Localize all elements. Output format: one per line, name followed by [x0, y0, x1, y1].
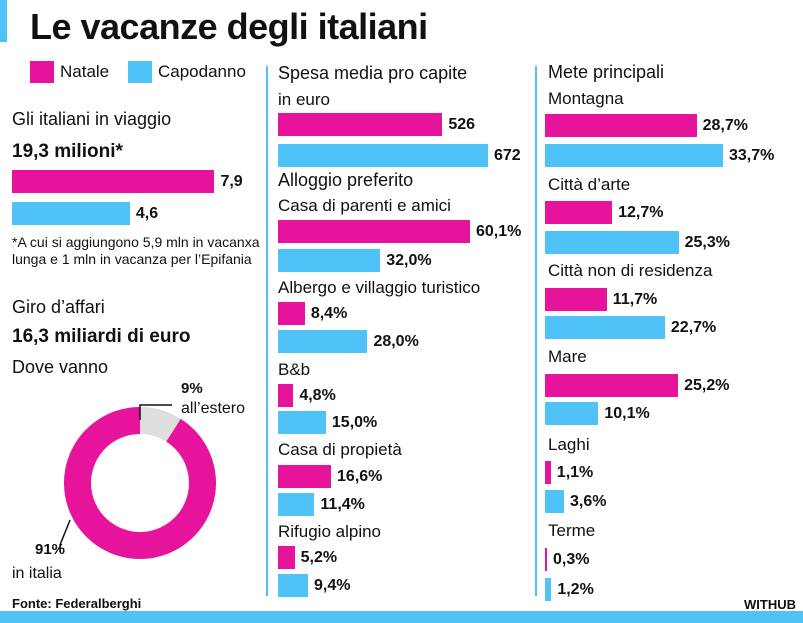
donut-callout-estero	[139, 404, 172, 420]
bottom-accent-bar	[0, 611, 803, 623]
mete-0-natale-value: 28,7%	[702, 117, 748, 134]
travel-natale-bar	[12, 170, 215, 193]
brand-logo: WITHUB	[744, 597, 796, 612]
mete-4-capodanno-bar	[545, 490, 564, 513]
mete-0-capodanno-bar	[545, 144, 723, 167]
alloggio-2-capodanno-bar	[278, 411, 326, 434]
mete-cat-5: Terme	[548, 521, 596, 540]
donut-estero-pct: 9%	[181, 380, 203, 397]
alloggio-4-natale-bar	[278, 546, 295, 569]
travel-natale-value: 7,9	[220, 173, 243, 190]
mete-title: Mete principali	[548, 62, 665, 82]
alloggio-2-natale-value: 4,8%	[299, 387, 336, 404]
travel-footnote: *A cui si aggiungono 5,9 mln in vacanxa …	[12, 234, 260, 267]
donut-chart	[59, 404, 216, 559]
alloggio-0-natale-bar	[278, 220, 470, 243]
mete-4-natale-bar	[545, 461, 551, 484]
spending-bar-chart: 526 672	[278, 113, 533, 168]
page-title: Le vacanze degli italiani	[30, 6, 428, 47]
mete-3-capodanno-bar	[545, 402, 599, 425]
travel-total: 19,3 milioni*	[12, 141, 123, 162]
spending-capodanno-value: 672	[494, 147, 521, 164]
alloggio-cat-0: Casa di parenti e amici	[278, 196, 451, 215]
legend-natale-swatch	[30, 61, 54, 83]
alloggio-0-capodanno-bar	[278, 249, 381, 272]
spending-capodanno-bar	[278, 144, 488, 167]
alloggio-0-capodanno-value: 32,0%	[386, 252, 432, 269]
alloggio-1-natale-bar	[278, 302, 305, 325]
mete-0-capodanno-value: 33,7%	[729, 147, 775, 164]
mete-5-natale-value: 0,3%	[553, 551, 590, 568]
donut-italia-label: in italia	[12, 565, 62, 582]
alloggio-1-capodanno-bar	[278, 330, 368, 353]
mete-2-natale-bar	[545, 288, 607, 311]
donut-slice-italia	[63, 407, 216, 559]
mete-5-capodanno-value: 1,2%	[557, 581, 594, 598]
alloggio-2-natale-bar	[278, 384, 294, 407]
source-credit: Fonte: Federalberghi	[12, 596, 142, 611]
mete-2-capodanno-value: 22,7%	[670, 319, 717, 336]
mete-3-capodanno-value: 10,1%	[604, 405, 650, 422]
mete-bar-chart: 28,7% 33,7% 12,7% 25,3% 11,7% 22,7% 25,2% 10,1%…	[545, 0, 800, 611]
travel-title: Gli italiani in viaggio	[12, 109, 172, 129]
donut-estero-label: all’estero	[181, 400, 246, 417]
alloggio-1-natale-value: 8,4%	[310, 305, 348, 322]
mete-0-natale-bar	[545, 114, 697, 137]
giro-value: 16,3 miliardi di euro	[12, 326, 191, 347]
alloggio-cat-1: Albergo e villaggio turistico	[278, 278, 481, 297]
mete-cat-1: Città d’arte	[548, 175, 631, 194]
alloggio-cat-2: B&b	[278, 360, 311, 379]
mete-2-natale-value: 11,7%	[612, 291, 658, 308]
travel-capodanno-value: 4,6	[135, 205, 159, 222]
alloggio-2-capodanno-value: 15,0%	[331, 414, 378, 431]
alloggio-3-capodanno-value: 11,4%	[320, 496, 365, 513]
legend-capodanno-swatch	[128, 61, 152, 83]
alloggio-4-capodanno-value: 9,4%	[314, 577, 351, 594]
alloggio-3-natale-value: 16,6%	[337, 468, 383, 485]
alloggio-cat-3: Casa di propietà	[278, 440, 402, 459]
donut-slice-estero	[140, 407, 181, 442]
alloggio-1-capodanno-value: 28,0%	[373, 333, 419, 350]
travel-capodanno-bar	[12, 202, 130, 225]
mete-1-natale-value: 12,7%	[618, 204, 664, 221]
legend-capodanno-label: Capodanno	[158, 62, 246, 81]
alloggio-4-natale-value: 5,2%	[300, 549, 338, 566]
mete-cat-2: Città non di residenza	[548, 261, 713, 280]
alloggio-4-capodanno-bar	[278, 574, 309, 597]
alloggio-3-capodanno-bar	[278, 493, 315, 516]
alloggio-title: Alloggio preferito	[278, 170, 414, 190]
donut-title: Dove vanno	[12, 357, 109, 377]
divider-2	[535, 66, 537, 596]
mete-1-natale-bar	[545, 201, 613, 224]
donut-callout-italia	[59, 519, 71, 552]
mete-4-capodanno-value: 3,6%	[570, 493, 607, 510]
donut-italia-pct: 91%	[35, 541, 66, 558]
alloggio-bar-chart: 60,1% 32,0% 8,4% 28,0% 4,8% 15,0% 16,6% 11,4% 5,…	[278, 0, 533, 611]
travel-bar-chart: 7,9 4,6	[12, 170, 262, 228]
alloggio-3-natale-bar	[278, 465, 332, 488]
giro-title: Giro d’affari	[12, 297, 105, 317]
mete-4-natale-value: 1,1%	[556, 464, 594, 481]
mete-cat-4: Laghi	[548, 435, 590, 454]
mete-3-natale-bar	[545, 374, 679, 397]
spending-natale-bar	[278, 113, 443, 136]
divider-1	[266, 66, 268, 596]
mete-cat-3: Mare	[548, 347, 587, 366]
mete-2-capodanno-bar	[545, 316, 665, 339]
mete-3-natale-value: 25,2%	[684, 377, 730, 394]
spending-unit: in euro	[278, 90, 330, 109]
mete-5-capodanno-bar	[545, 578, 552, 601]
alloggio-cat-4: Rifugio alpino	[278, 522, 382, 541]
mete-cat-0: Montagna	[548, 89, 624, 108]
alloggio-0-natale-value: 60,1%	[476, 223, 522, 240]
mete-5-natale-bar	[545, 548, 547, 571]
spending-title: Spesa media pro capite	[278, 63, 468, 83]
legend-natale-label: Natale	[60, 62, 110, 81]
top-accent-bar	[0, 0, 7, 42]
mete-1-capodanno-value: 25,3%	[684, 234, 730, 251]
spending-natale-value: 526	[448, 116, 476, 133]
mete-1-capodanno-bar	[545, 231, 679, 254]
